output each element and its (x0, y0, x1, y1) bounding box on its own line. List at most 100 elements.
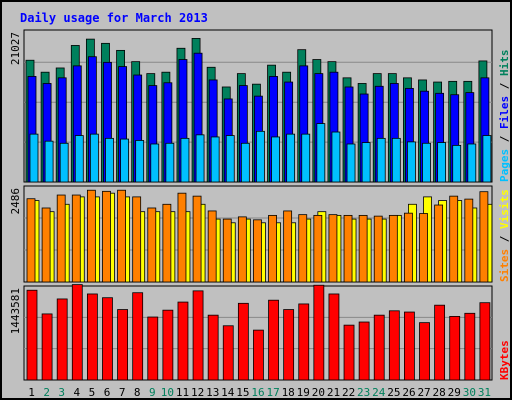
sites-bar (283, 210, 293, 283)
day-label: 27 (417, 386, 430, 399)
pages-bar (286, 133, 296, 183)
day-label: 23 (357, 386, 370, 399)
day-label: 2 (43, 386, 50, 399)
kbytes-bar (71, 284, 83, 381)
pages-bar (165, 142, 175, 183)
legend-kbytes: KBytes (498, 340, 511, 380)
pages-bar (391, 137, 401, 183)
legend-pages: Pages (498, 149, 511, 182)
day-label: 20 (312, 386, 325, 399)
day-label: 16 (251, 386, 264, 399)
kbytes-bar (373, 314, 385, 381)
max-value-label: 2486 (9, 188, 22, 215)
day-label: 3 (58, 386, 65, 399)
sites-bar (328, 214, 338, 283)
sites-bar (132, 196, 142, 283)
pages-bar (376, 137, 386, 183)
sites-bar (313, 214, 323, 283)
kbytes-bar (388, 310, 400, 381)
sites-bar (237, 216, 247, 283)
sites-bar (404, 212, 413, 283)
pages-bar (271, 136, 280, 183)
pages-bar (240, 142, 250, 183)
legend-visits-sites: Sites / Visits (498, 189, 511, 282)
legend-hits: Hits (498, 50, 511, 77)
kbytes-bar (283, 309, 295, 381)
day-label: 9 (149, 386, 156, 399)
pages-bar (44, 140, 54, 183)
day-label: 8 (134, 386, 141, 399)
sites-bar (147, 207, 157, 283)
day-label: 26 (402, 386, 415, 399)
day-label: 4 (74, 386, 81, 399)
day-label: 31 (478, 386, 491, 399)
sites-bar (192, 195, 202, 283)
legend-kbytes: KBytes (498, 340, 511, 380)
sites-bar (117, 189, 126, 283)
legend-separator: / (498, 229, 511, 249)
day-label: 1 (28, 386, 35, 399)
sites-bar (419, 213, 428, 283)
kbytes-bar (26, 289, 38, 381)
day-label: 13 (206, 386, 219, 399)
day-label: 14 (221, 386, 235, 399)
sites-bar (102, 190, 111, 283)
chart-title: Daily usage for March 2013 (20, 11, 208, 25)
sites-bar (26, 198, 36, 283)
kbytes-bar (102, 297, 113, 381)
sites-bar (56, 194, 66, 283)
pages-bar (467, 143, 477, 183)
legend-visits: Visits (498, 189, 511, 229)
kbytes-bar (298, 303, 310, 381)
sites-bar (298, 214, 308, 283)
pages-bar (256, 130, 265, 183)
pages-bar (120, 138, 129, 183)
kbytes-bar (419, 322, 430, 381)
max-value-label: 21027 (9, 32, 22, 65)
sites-bar (373, 215, 383, 283)
day-label: 12 (191, 386, 204, 399)
sites-bar (449, 195, 459, 283)
day-label: 5 (89, 386, 96, 399)
kbytes-bar (162, 309, 174, 381)
pages-bar (301, 133, 311, 183)
day-label: 17 (266, 386, 279, 399)
kbytes-bar (328, 293, 340, 381)
sites-bar (207, 210, 217, 283)
kbytes-bar (237, 302, 249, 381)
day-label: 25 (387, 386, 400, 399)
day-label: 24 (372, 386, 386, 399)
pages-bar (452, 144, 462, 183)
pages-bar (29, 133, 39, 183)
legend-files: Files (498, 96, 511, 129)
pages-bar (135, 140, 145, 183)
sites-bar (388, 214, 398, 283)
pages-bar (482, 135, 492, 183)
pages-bar (361, 142, 371, 183)
kbytes-bar (268, 299, 279, 381)
day-label: 22 (342, 386, 355, 399)
sites-bar (253, 219, 262, 283)
kbytes-bar (117, 309, 128, 381)
day-label: 21 (327, 386, 340, 399)
day-label: 30 (463, 386, 476, 399)
kbytes-bar (343, 324, 355, 381)
day-label: 18 (282, 386, 295, 399)
kbytes-bar (222, 325, 234, 381)
legend-separator: / (498, 76, 511, 96)
pages-bar (89, 133, 99, 183)
pages-bar (407, 141, 416, 183)
pages-bar (422, 142, 431, 183)
day-label: 6 (104, 386, 111, 399)
kbytes-bar (192, 290, 204, 381)
sites-bar (177, 192, 187, 283)
kbytes-bar (86, 293, 98, 381)
sites-bar (162, 203, 172, 283)
pages-bar (225, 135, 235, 183)
kbytes-bar (132, 292, 144, 381)
sites-bar (464, 198, 474, 283)
kbytes-bar (464, 312, 476, 381)
kbytes-bar (479, 302, 491, 381)
